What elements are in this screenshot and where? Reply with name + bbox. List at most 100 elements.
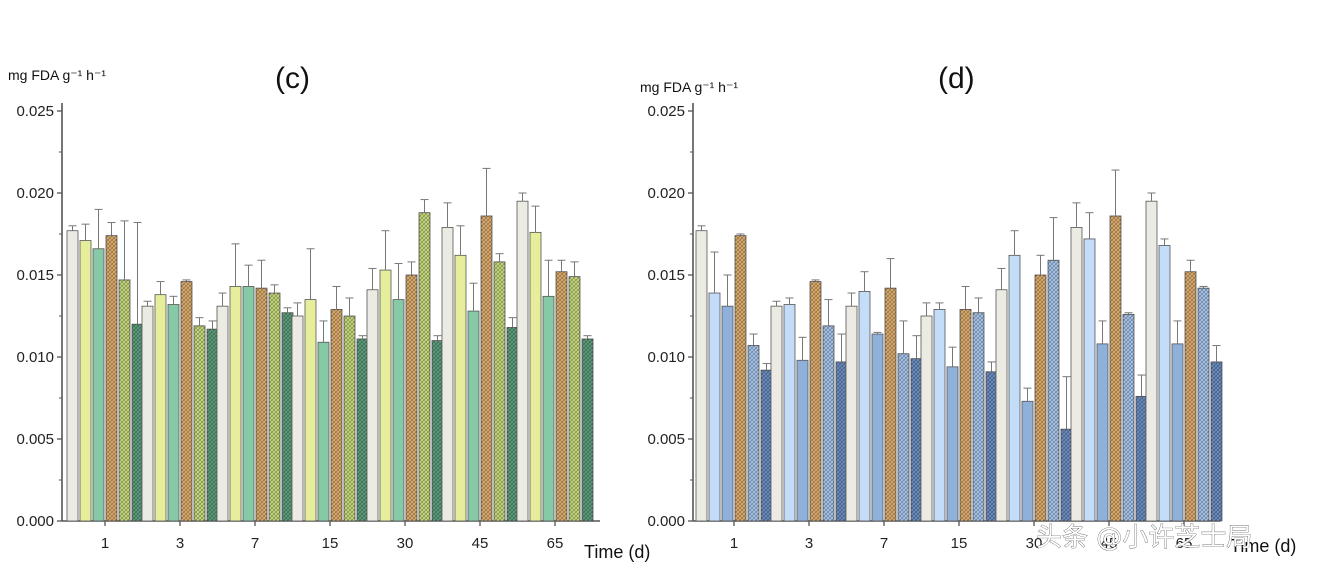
- bar-group: [66, 167, 594, 522]
- bar: [1096, 343, 1109, 522]
- bar-hatch: [1061, 429, 1072, 521]
- bar: [995, 289, 1008, 522]
- bar: [141, 305, 154, 522]
- bar-hatch: [106, 235, 117, 521]
- bar-hatch: [181, 281, 192, 521]
- bar-hatch: [885, 288, 896, 521]
- x-tick-label: 15: [951, 535, 968, 552]
- y-tick-label: 0.025: [16, 103, 54, 120]
- bar: [79, 240, 92, 522]
- panel-label: (c): [275, 62, 310, 95]
- bar: [216, 305, 229, 522]
- y-axis-unit-label: mg FDA g⁻¹ h⁻¹: [8, 67, 106, 83]
- y-tick-label: 0.015: [647, 267, 685, 284]
- bar: [1171, 343, 1184, 522]
- x-axis-title: Time (d): [1230, 536, 1296, 556]
- bar-hatch: [269, 293, 280, 521]
- y-tick-label: 0.020: [647, 185, 685, 202]
- bar: [708, 292, 721, 522]
- y-tick-label: 0.010: [647, 349, 685, 366]
- bar-hatch: [1110, 215, 1121, 521]
- bar: [529, 231, 542, 522]
- bar-hatch: [735, 235, 746, 521]
- bar: [933, 309, 946, 522]
- bar: [1008, 254, 1021, 522]
- bar-hatch: [419, 212, 430, 521]
- y-tick-label: 0.025: [647, 103, 685, 120]
- x-tick-label: 30: [397, 535, 414, 552]
- bar-hatch: [432, 340, 443, 521]
- bar: [695, 230, 708, 522]
- bar-hatch: [481, 215, 492, 521]
- y-axis-unit-label: mg FDA g⁻¹ h⁻¹: [640, 79, 738, 95]
- bar: [1083, 238, 1096, 522]
- bar-hatch: [507, 327, 518, 521]
- bar: [516, 200, 529, 522]
- x-tick-label: 65: [547, 535, 564, 552]
- x-tick-label: 1: [730, 535, 738, 552]
- bar-hatch: [1211, 361, 1222, 521]
- bar: [454, 254, 467, 522]
- x-tick-label: 7: [880, 535, 888, 552]
- x-tick-label: 65: [1176, 535, 1193, 552]
- bar-hatch: [898, 353, 909, 521]
- bar-hatch: [836, 361, 847, 521]
- x-tick-label: 45: [1101, 535, 1118, 552]
- bar-hatch: [582, 338, 593, 521]
- bar: [467, 310, 480, 522]
- bar: [845, 305, 858, 522]
- x-tick-label: 3: [176, 535, 184, 552]
- panel-label: (d): [938, 62, 975, 95]
- bar-hatch: [256, 288, 267, 521]
- bar: [66, 230, 79, 522]
- x-tick-label: 30: [1026, 535, 1043, 552]
- bar-hatch: [331, 309, 342, 521]
- bar-hatch: [207, 329, 218, 521]
- bar-hatch: [1048, 260, 1059, 521]
- panel-d: mg FDA g⁻¹ h⁻¹ (d) 0.000 0.005 0.010 0.015 0…: [640, 62, 1296, 556]
- bar-hatch: [357, 338, 368, 521]
- x-tick-label: 45: [472, 535, 489, 552]
- bar-hatch: [1185, 271, 1196, 521]
- bar-hatch: [911, 358, 922, 521]
- bar: [379, 269, 392, 522]
- y-tick-label: 0.020: [16, 185, 54, 202]
- bar-hatch: [282, 312, 293, 521]
- bar: [441, 227, 454, 522]
- bar: [1145, 200, 1158, 522]
- bar: [542, 295, 555, 522]
- bar: [721, 305, 734, 522]
- bar: [796, 359, 809, 522]
- y-tick-label: 0.005: [647, 431, 685, 448]
- bar: [1070, 227, 1083, 522]
- bar-hatch: [406, 275, 417, 521]
- bar: [366, 289, 379, 522]
- bar-hatch: [1035, 275, 1046, 521]
- bar: [946, 366, 959, 522]
- bar-hatch: [1198, 288, 1209, 521]
- bar: [920, 315, 933, 522]
- y-tick-label: 0.015: [16, 267, 54, 284]
- bar-hatch: [973, 312, 984, 521]
- bar: [291, 315, 304, 522]
- bar: [92, 248, 105, 522]
- bar-hatch: [761, 370, 772, 521]
- bar-hatch: [986, 371, 997, 521]
- bar-hatch: [823, 325, 834, 521]
- bar: [783, 304, 796, 522]
- bar-hatch: [344, 316, 355, 521]
- bar: [392, 299, 405, 522]
- bar: [871, 333, 884, 522]
- y-tick-label: 0.010: [16, 349, 54, 366]
- bar-hatch: [569, 276, 580, 521]
- bar-hatch: [810, 281, 821, 521]
- y-tick-label: 0.000: [16, 513, 54, 530]
- bar-hatch: [119, 279, 130, 521]
- bar-hatch: [1136, 396, 1147, 521]
- bar-hatch: [132, 324, 143, 521]
- bar: [1021, 400, 1034, 522]
- bar: [167, 304, 180, 522]
- bar: [317, 341, 330, 522]
- watermark-text: 头条 @小许芝士局: [1036, 523, 1252, 553]
